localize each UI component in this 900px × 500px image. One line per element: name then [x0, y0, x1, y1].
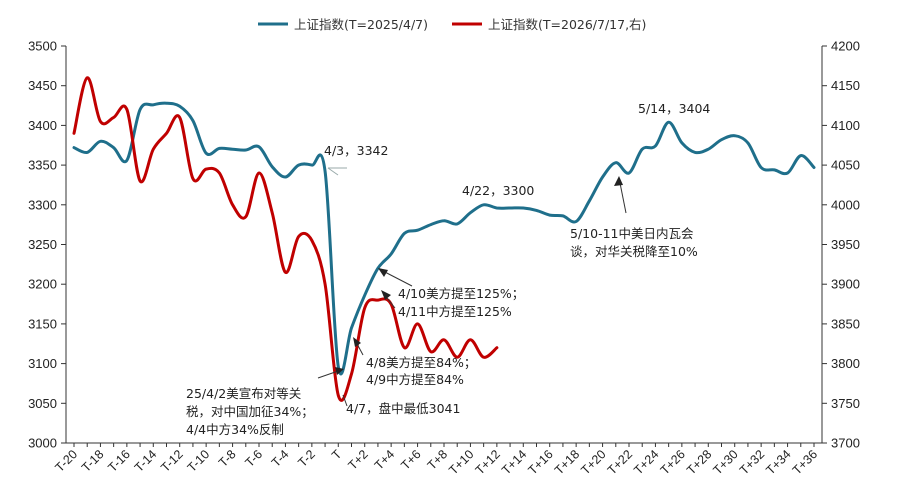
y-tick-label-right: 4150 — [831, 78, 860, 93]
x-tick-label: T-20 — [53, 447, 81, 475]
y-tick-label-left: 3050 — [28, 396, 57, 411]
y-tick-label-right: 3750 — [831, 396, 860, 411]
y-tick-label-left: 3150 — [28, 316, 57, 331]
x-tick-label: T+16 — [526, 447, 556, 477]
arrowhead-a4 — [614, 176, 623, 186]
x-tick-label: T+26 — [658, 447, 688, 477]
annotation-leaders — [317, 167, 627, 407]
series-line-blue — [72, 101, 816, 376]
annotation-a1: 4/3，3342 — [324, 143, 388, 158]
y-tick-label-right: 4100 — [831, 118, 860, 133]
y-tick-label-right: 3900 — [831, 277, 860, 292]
x-tick-label: T-8 — [216, 447, 239, 470]
x-tick-label: T — [329, 447, 345, 463]
leader-a8 — [342, 394, 348, 407]
x-tick-label: T+34 — [763, 447, 793, 477]
x-tick-label: T+4 — [372, 447, 397, 472]
x-tick-label: T+36 — [790, 447, 820, 477]
y-tick-label-left: 3350 — [28, 158, 57, 173]
annotation-a6-line1: 4/8美方提至84%； — [366, 355, 476, 370]
y-tick-label-right: 4200 — [831, 39, 860, 54]
series-line-red — [72, 76, 499, 402]
y-tick-label-left: 3300 — [28, 197, 57, 212]
arrowhead-a7 — [335, 367, 344, 375]
x-tick-label: T+2 — [345, 447, 370, 472]
annotation-a3: 5/14，3404 — [638, 101, 710, 116]
annotation-a5-line2: 4/11中方提至125% — [398, 304, 512, 319]
y-tick-label-right: 3850 — [831, 316, 860, 331]
y-tick-label-right: 3700 — [831, 436, 860, 451]
series-lines — [72, 76, 816, 402]
y-tick-label-right: 4000 — [831, 197, 860, 212]
annotation-a7-line3: 4/4中方34%反制 — [186, 422, 284, 437]
x-tick-label: T+28 — [684, 447, 714, 477]
x-tick-label: T-4 — [269, 447, 292, 470]
y-tick-label-left: 3200 — [28, 277, 57, 292]
annotation-a6-line2: 4/9中方提至84% — [366, 372, 464, 387]
y-tick-label-right: 3800 — [831, 356, 860, 371]
y-tick-label-left: 3450 — [28, 78, 57, 93]
y-tick-label-left: 3000 — [28, 436, 57, 451]
x-tick-label: T+18 — [552, 447, 582, 477]
x-tick-label: T+30 — [711, 447, 741, 477]
arrowhead-a5a — [378, 268, 388, 277]
y-tick-label-right: 3950 — [831, 237, 860, 252]
x-tick-label: T-16 — [105, 447, 133, 475]
legend-label-red: 上证指数(T=2026/7/17,右) — [488, 17, 646, 32]
x-tick-label: T+22 — [605, 447, 635, 477]
annotation-a4-line2: 谈，对华关税降至10% — [570, 244, 698, 259]
x-tick-label: T-14 — [132, 447, 160, 475]
x-tick-label: T+6 — [398, 447, 423, 472]
y-tick-label-left: 3500 — [28, 39, 57, 54]
x-tick-label: T-6 — [242, 447, 265, 470]
x-tick-label: T-18 — [79, 447, 107, 475]
annotation-a5-line1: 4/10美方提至125%； — [398, 286, 524, 301]
legend: 上证指数(T=2025/4/7) 上证指数(T=2026/7/17,右) — [258, 17, 646, 32]
x-tick-label: T+10 — [446, 447, 476, 477]
annotation-a7-line2: 税，对中国加征34%； — [186, 404, 314, 419]
annotations: 4/3，3342 4/22，3300 5/14，3404 5/10-11中美日内… — [186, 101, 710, 437]
arrowhead-a6 — [353, 337, 361, 347]
annotation-a2: 4/22，3300 — [462, 183, 534, 198]
leader-a1b — [327, 167, 339, 176]
legend-label-blue: 上证指数(T=2025/4/7) — [294, 17, 428, 32]
annotation-a7-line1: 25/4/2美宣布对等关 — [186, 386, 301, 401]
x-tick-label: T+32 — [737, 447, 767, 477]
y-tick-label-left: 3250 — [28, 237, 57, 252]
x-tick-label: T+12 — [473, 447, 503, 477]
x-tick-label: T+24 — [631, 447, 661, 477]
annotation-a8: 4/7，盘中最低3041 — [346, 401, 460, 416]
x-tick-label: T-2 — [295, 447, 318, 470]
arrowhead-a5b — [381, 290, 391, 300]
x-tick-label: T+14 — [499, 447, 529, 477]
x-tick-label: T-10 — [185, 447, 213, 475]
x-tick-label: T-12 — [158, 447, 186, 475]
y-tick-label-right: 4050 — [831, 158, 860, 173]
annotation-a4-line1: 5/10-11中美日内瓦会 — [570, 226, 694, 241]
y-tick-label-left: 3100 — [28, 356, 57, 371]
y-tick-label-left: 3400 — [28, 118, 57, 133]
x-tick-label: T+20 — [578, 447, 608, 477]
